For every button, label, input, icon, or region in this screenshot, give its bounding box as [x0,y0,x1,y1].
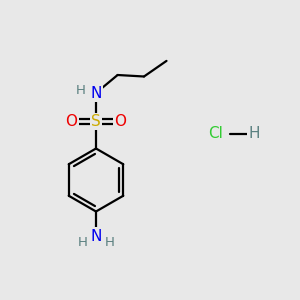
Text: N: N [90,85,102,100]
Text: H: H [249,126,260,141]
Text: O: O [115,114,127,129]
Text: Cl: Cl [208,126,224,141]
Text: S: S [91,114,101,129]
Text: H: H [76,84,85,97]
Text: O: O [65,114,77,129]
Text: H: H [78,236,88,249]
Text: H: H [104,236,114,249]
Text: N: N [90,229,102,244]
